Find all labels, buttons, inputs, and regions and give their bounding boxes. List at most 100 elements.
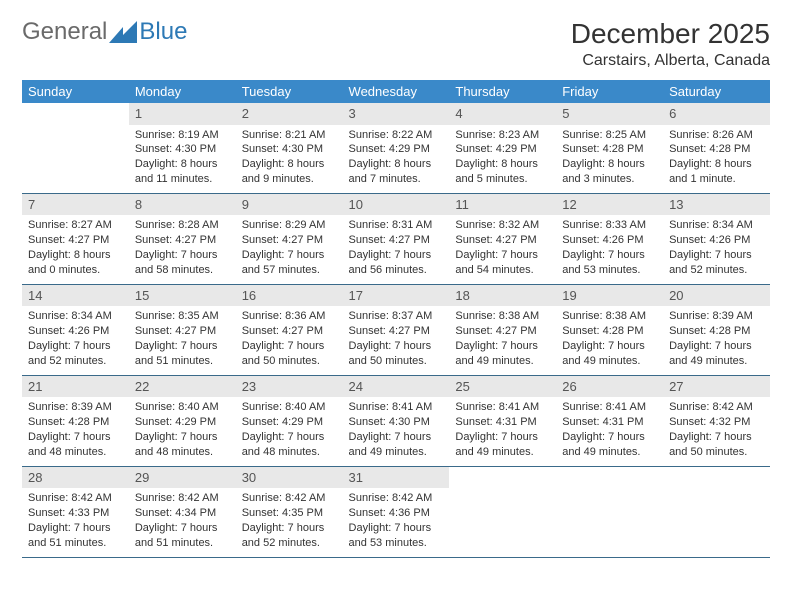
day-sunset: Sunset: 4:30 PM [242, 142, 337, 157]
day-number: 14 [22, 285, 129, 307]
calendar-cell: 4Sunrise: 8:23 AMSunset: 4:29 PMDaylight… [449, 103, 556, 193]
calendar-row: 28Sunrise: 8:42 AMSunset: 4:33 PMDayligh… [22, 466, 770, 557]
day-number: 18 [449, 285, 556, 307]
day-sunrise: Sunrise: 8:33 AM [562, 218, 657, 233]
day-sunrise: Sunrise: 8:42 AM [242, 491, 337, 506]
day-number: 16 [236, 285, 343, 307]
calendar-cell: 28Sunrise: 8:42 AMSunset: 4:33 PMDayligh… [22, 466, 129, 557]
day-content: Sunrise: 8:40 AMSunset: 4:29 PMDaylight:… [129, 397, 236, 465]
day-sunset: Sunset: 4:29 PM [135, 415, 230, 430]
day-content: Sunrise: 8:25 AMSunset: 4:28 PMDaylight:… [556, 125, 663, 193]
day-content: Sunrise: 8:36 AMSunset: 4:27 PMDaylight:… [236, 306, 343, 374]
day-sunrise: Sunrise: 8:23 AM [455, 128, 550, 143]
day-day2: and 5 minutes. [455, 172, 550, 187]
day-sunrise: Sunrise: 8:36 AM [242, 309, 337, 324]
day-day1: Daylight: 7 hours [455, 430, 550, 445]
day-day2: and 49 minutes. [562, 445, 657, 460]
day-content: Sunrise: 8:27 AMSunset: 4:27 PMDaylight:… [22, 215, 129, 283]
day-number: 5 [556, 103, 663, 125]
day-sunrise: Sunrise: 8:37 AM [349, 309, 444, 324]
day-number: 21 [22, 376, 129, 398]
day-day2: and 51 minutes. [135, 536, 230, 551]
day-day2: and 50 minutes. [242, 354, 337, 369]
day-content: Sunrise: 8:39 AMSunset: 4:28 PMDaylight:… [22, 397, 129, 465]
day-day2: and 52 minutes. [28, 354, 123, 369]
title-block: December 2025 Carstairs, Alberta, Canada [571, 18, 770, 70]
day-content: Sunrise: 8:28 AMSunset: 4:27 PMDaylight:… [129, 215, 236, 283]
day-content: Sunrise: 8:42 AMSunset: 4:35 PMDaylight:… [236, 488, 343, 556]
day-day1: Daylight: 7 hours [242, 521, 337, 536]
day-day1: Daylight: 7 hours [349, 430, 444, 445]
page-header: General Blue December 2025 Carstairs, Al… [22, 18, 770, 70]
calendar-cell: 25Sunrise: 8:41 AMSunset: 4:31 PMDayligh… [449, 375, 556, 466]
day-day2: and 11 minutes. [135, 172, 230, 187]
day-day1: Daylight: 8 hours [669, 157, 764, 172]
calendar-cell: 9Sunrise: 8:29 AMSunset: 4:27 PMDaylight… [236, 193, 343, 284]
day-sunrise: Sunrise: 8:40 AM [242, 400, 337, 415]
day-sunrise: Sunrise: 8:27 AM [28, 218, 123, 233]
day-sunset: Sunset: 4:28 PM [669, 324, 764, 339]
calendar-row: 14Sunrise: 8:34 AMSunset: 4:26 PMDayligh… [22, 284, 770, 375]
day-day1: Daylight: 7 hours [349, 521, 444, 536]
day-day2: and 50 minutes. [349, 354, 444, 369]
day-content: Sunrise: 8:33 AMSunset: 4:26 PMDaylight:… [556, 215, 663, 283]
day-sunrise: Sunrise: 8:34 AM [669, 218, 764, 233]
day-number: 3 [343, 103, 450, 125]
day-sunset: Sunset: 4:27 PM [135, 324, 230, 339]
day-day2: and 48 minutes. [28, 445, 123, 460]
calendar-cell: 18Sunrise: 8:38 AMSunset: 4:27 PMDayligh… [449, 284, 556, 375]
calendar-cell: 31Sunrise: 8:42 AMSunset: 4:36 PMDayligh… [343, 466, 450, 557]
calendar-cell: 24Sunrise: 8:41 AMSunset: 4:30 PMDayligh… [343, 375, 450, 466]
day-content: Sunrise: 8:38 AMSunset: 4:27 PMDaylight:… [449, 306, 556, 374]
day-content: Sunrise: 8:23 AMSunset: 4:29 PMDaylight:… [449, 125, 556, 193]
day-day1: Daylight: 7 hours [562, 430, 657, 445]
calendar-cell: 27Sunrise: 8:42 AMSunset: 4:32 PMDayligh… [663, 375, 770, 466]
day-day2: and 53 minutes. [562, 263, 657, 278]
day-day1: Daylight: 7 hours [455, 248, 550, 263]
day-sunrise: Sunrise: 8:41 AM [455, 400, 550, 415]
day-day2: and 58 minutes. [135, 263, 230, 278]
day-content: Sunrise: 8:35 AMSunset: 4:27 PMDaylight:… [129, 306, 236, 374]
day-sunset: Sunset: 4:29 PM [349, 142, 444, 157]
day-day2: and 49 minutes. [349, 445, 444, 460]
day-sunset: Sunset: 4:26 PM [562, 233, 657, 248]
calendar-row: 7Sunrise: 8:27 AMSunset: 4:27 PMDaylight… [22, 193, 770, 284]
day-content: Sunrise: 8:42 AMSunset: 4:33 PMDaylight:… [22, 488, 129, 556]
day-content: Sunrise: 8:39 AMSunset: 4:28 PMDaylight:… [663, 306, 770, 374]
calendar-cell: 8Sunrise: 8:28 AMSunset: 4:27 PMDaylight… [129, 193, 236, 284]
weekday-header-row: Sunday Monday Tuesday Wednesday Thursday… [22, 80, 770, 103]
day-sunset: Sunset: 4:28 PM [562, 324, 657, 339]
day-sunrise: Sunrise: 8:42 AM [669, 400, 764, 415]
day-sunrise: Sunrise: 8:41 AM [349, 400, 444, 415]
calendar-cell [556, 466, 663, 557]
day-sunrise: Sunrise: 8:25 AM [562, 128, 657, 143]
day-sunrise: Sunrise: 8:31 AM [349, 218, 444, 233]
calendar-cell: 29Sunrise: 8:42 AMSunset: 4:34 PMDayligh… [129, 466, 236, 557]
day-sunrise: Sunrise: 8:35 AM [135, 309, 230, 324]
day-sunrise: Sunrise: 8:42 AM [28, 491, 123, 506]
day-sunset: Sunset: 4:26 PM [669, 233, 764, 248]
weekday-header: Friday [556, 80, 663, 103]
day-day2: and 49 minutes. [669, 354, 764, 369]
day-day2: and 3 minutes. [562, 172, 657, 187]
day-day1: Daylight: 7 hours [562, 339, 657, 354]
day-sunset: Sunset: 4:32 PM [669, 415, 764, 430]
logo-text-blue: Blue [139, 18, 187, 46]
day-number: 8 [129, 194, 236, 216]
day-content: Sunrise: 8:42 AMSunset: 4:32 PMDaylight:… [663, 397, 770, 465]
day-sunrise: Sunrise: 8:39 AM [28, 400, 123, 415]
day-sunrise: Sunrise: 8:32 AM [455, 218, 550, 233]
day-sunrise: Sunrise: 8:22 AM [349, 128, 444, 143]
calendar-cell: 14Sunrise: 8:34 AMSunset: 4:26 PMDayligh… [22, 284, 129, 375]
day-day1: Daylight: 8 hours [28, 248, 123, 263]
day-sunrise: Sunrise: 8:42 AM [349, 491, 444, 506]
day-number: 10 [343, 194, 450, 216]
day-day1: Daylight: 8 hours [135, 157, 230, 172]
day-number: 25 [449, 376, 556, 398]
day-day2: and 51 minutes. [135, 354, 230, 369]
day-sunrise: Sunrise: 8:21 AM [242, 128, 337, 143]
day-day2: and 49 minutes. [455, 354, 550, 369]
day-day2: and 57 minutes. [242, 263, 337, 278]
day-day2: and 52 minutes. [669, 263, 764, 278]
day-day1: Daylight: 7 hours [669, 248, 764, 263]
